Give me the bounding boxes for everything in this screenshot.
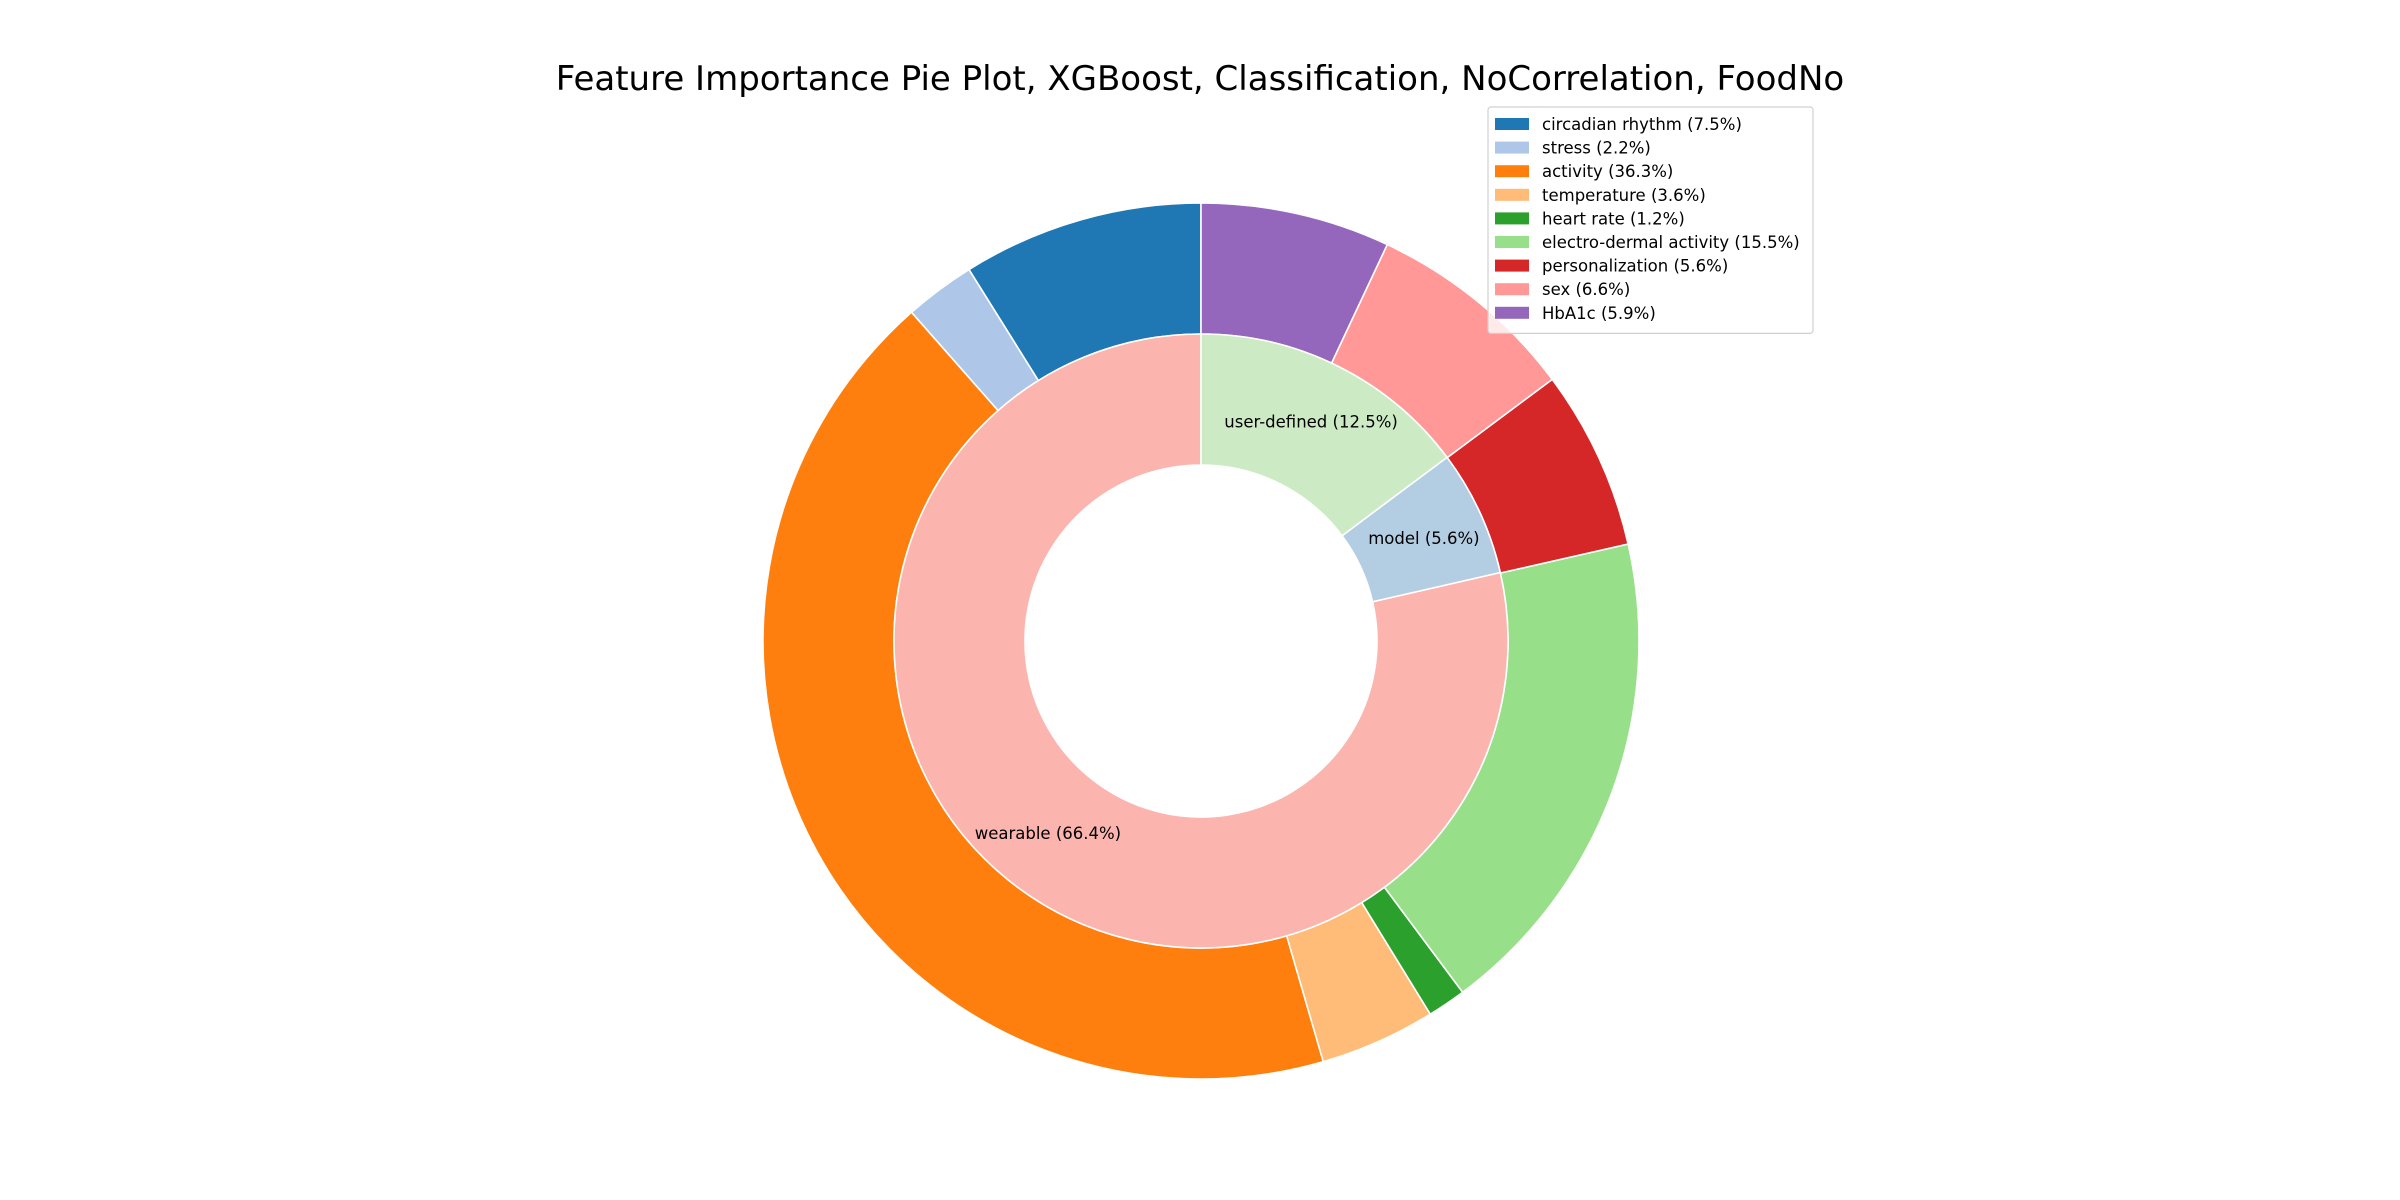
legend: circadian rhythm (7.5%) stress (2.2%) acti… [1487,106,1814,334]
inner-ring-labels: wearable (66.4%) model (5.6%) user-defined… [975,412,1480,843]
legend-swatch-stress [1495,141,1529,154]
inner-slice-user-defined [1200,333,1449,537]
legend-entry-circadian-rhythm: circadian rhythm (7.5%) [1542,115,1742,134]
inner-label-user-defined: user-defined (12.5%) [1224,412,1398,431]
legend-entry-personalization: personalization (5.6%) [1542,257,1728,276]
legend-swatch-personalization [1495,259,1529,272]
legend-swatch-temperature [1495,188,1529,201]
legend-entry-stress: stress (2.2%) [1542,139,1651,158]
legend-swatch-activity [1495,165,1529,178]
legend-entry-hba1c: HbA1c (5.9%) [1542,304,1656,323]
legend-swatch-hba1c [1495,306,1529,319]
legend-swatch-sex [1495,283,1529,296]
legend-entry-electro-dermal-activity: electro-dermal activity (15.5%) [1542,233,1800,252]
legend-swatch-electro-dermal-activity [1495,236,1529,248]
legend-swatch-circadian-rhythm [1495,118,1529,130]
legend-swatch-heart-rate [1495,212,1529,225]
inner-ring [893,333,1509,949]
inner-slice-wearable [893,333,1509,949]
inner-label-wearable: wearable (66.4%) [975,824,1121,843]
legend-entry-sex: sex (6.6%) [1542,280,1630,299]
legend-frame [1487,106,1814,334]
legend-entry-heart-rate: heart rate (1.2%) [1542,209,1685,228]
inner-label-model: model (5.6%) [1368,529,1479,548]
chart-title: Feature Importance Pie Plot, XGBoost, Cl… [556,59,1844,99]
legend-entry-temperature: temperature (3.6%) [1542,186,1706,205]
legend-entry-activity: activity (36.3%) [1542,162,1673,181]
